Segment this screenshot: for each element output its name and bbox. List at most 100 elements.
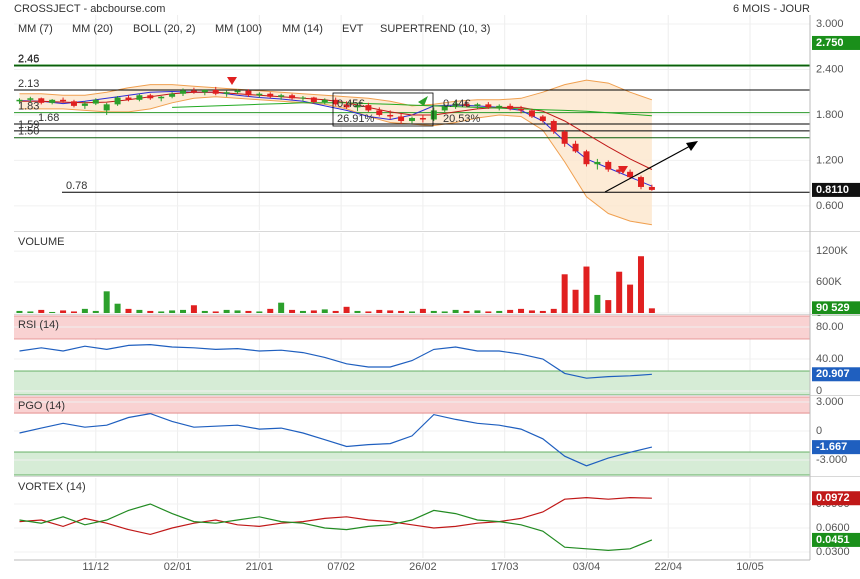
volume-bar [583, 266, 590, 313]
x-tick-label: 11/12 [82, 561, 109, 573]
annotation: 0.44€ [443, 98, 471, 110]
volume-bar [452, 309, 459, 313]
y-tick-label: 0.600 [816, 200, 844, 212]
volume-bar [190, 305, 197, 313]
volume-bar [70, 311, 77, 313]
x-tick-label: 21/01 [246, 561, 274, 573]
candle-body [169, 93, 176, 97]
level-label: 1.50 [18, 126, 39, 138]
volume-bar [387, 310, 394, 313]
volume-bar [594, 294, 601, 313]
volume-bar [648, 308, 655, 313]
volume-bar [376, 309, 383, 313]
volume-bar [409, 311, 415, 313]
y-tick-label: 0.0300 [816, 546, 850, 558]
volume-bar [496, 310, 503, 313]
volume-bar [485, 311, 492, 313]
candle-body [245, 90, 252, 96]
volume-bar [103, 291, 110, 313]
value-box-label: -1.667 [816, 441, 847, 453]
candle-body [496, 105, 503, 108]
candle-body [81, 103, 88, 106]
trend-arrow-head [686, 141, 698, 151]
volume-bar [332, 310, 339, 313]
candle-body [648, 186, 655, 190]
candle-body [561, 131, 568, 144]
candle-body [27, 98, 34, 100]
value-box-label: 0.0972 [816, 492, 850, 504]
legend-entry: BOLL (20, 2) [133, 23, 196, 35]
volume-bar [430, 310, 437, 313]
volume-bar [507, 309, 514, 313]
volume-bar [38, 309, 45, 313]
indicator-line [19, 503, 653, 552]
candle-body [190, 90, 197, 93]
value-box-label: 0.0451 [816, 534, 850, 546]
measure-box [332, 92, 434, 127]
value-box-label: 0.8110 [816, 184, 849, 196]
candle-body [463, 103, 470, 106]
volume-bar [463, 310, 470, 313]
value-box [812, 35, 860, 50]
bollinger-band [19, 80, 652, 225]
candle-body [332, 99, 339, 105]
y-tick-label: 0 [816, 385, 822, 397]
bollinger-line [19, 96, 652, 226]
x-tick-label: 10/05 [736, 561, 764, 573]
volume-bar [539, 310, 546, 313]
chart-title: CROSSJECT - abcbourse.com [14, 3, 165, 15]
candle-body [387, 114, 394, 117]
candle-body [278, 95, 285, 97]
supertrend-signal [618, 166, 628, 174]
level-label: 1.68 [38, 112, 59, 124]
indicator-line [19, 343, 652, 379]
candle-body [572, 143, 579, 152]
y-tick-label: 0.0600 [816, 522, 850, 534]
candle-body [136, 95, 143, 100]
candle-body [485, 104, 492, 108]
candle-body [256, 93, 263, 96]
candle-body [125, 97, 132, 100]
candle-body [321, 99, 328, 103]
candle-body [430, 110, 437, 120]
candle-body [310, 97, 317, 103]
candle-body [114, 97, 121, 105]
level-label: 2.46 [18, 53, 39, 65]
candle-body [365, 105, 372, 111]
annotation: 26.91% [337, 113, 375, 125]
volume-bar [343, 306, 350, 313]
y-tick-label: 1200K [816, 245, 848, 257]
zone [14, 451, 810, 475]
volume-bar [256, 311, 263, 313]
trend-arrow [604, 144, 693, 193]
candle-body [605, 161, 612, 170]
legend-entry: EVT [342, 23, 364, 35]
x-tick-label: 07/02 [327, 561, 355, 573]
candle-body [398, 116, 405, 122]
x-tick-label: 22/04 [654, 561, 682, 573]
candle-body [474, 104, 481, 106]
candle-body [147, 95, 154, 99]
y-tick-label: 1.800 [816, 109, 844, 121]
volume-bar [605, 300, 612, 313]
bollinger-line [19, 79, 653, 107]
volume-bar [419, 308, 426, 313]
volume-bar [310, 310, 317, 313]
volume-bar [321, 309, 328, 313]
candle-body [299, 97, 306, 99]
y-tick-label: -3.000 [816, 454, 847, 466]
y-tick-label: 2.400 [816, 63, 844, 75]
volume-bar [60, 310, 67, 313]
candle-body [49, 99, 56, 103]
candle-body [16, 99, 23, 102]
candle-body [539, 116, 546, 122]
volume-bar [289, 309, 296, 313]
value-box-label: 2.750 [816, 37, 844, 49]
value-box [812, 532, 860, 547]
panel-title: VOLUME [18, 236, 64, 248]
moving-average [172, 102, 652, 117]
volume-bar [245, 310, 252, 313]
volume-bar [474, 310, 481, 313]
